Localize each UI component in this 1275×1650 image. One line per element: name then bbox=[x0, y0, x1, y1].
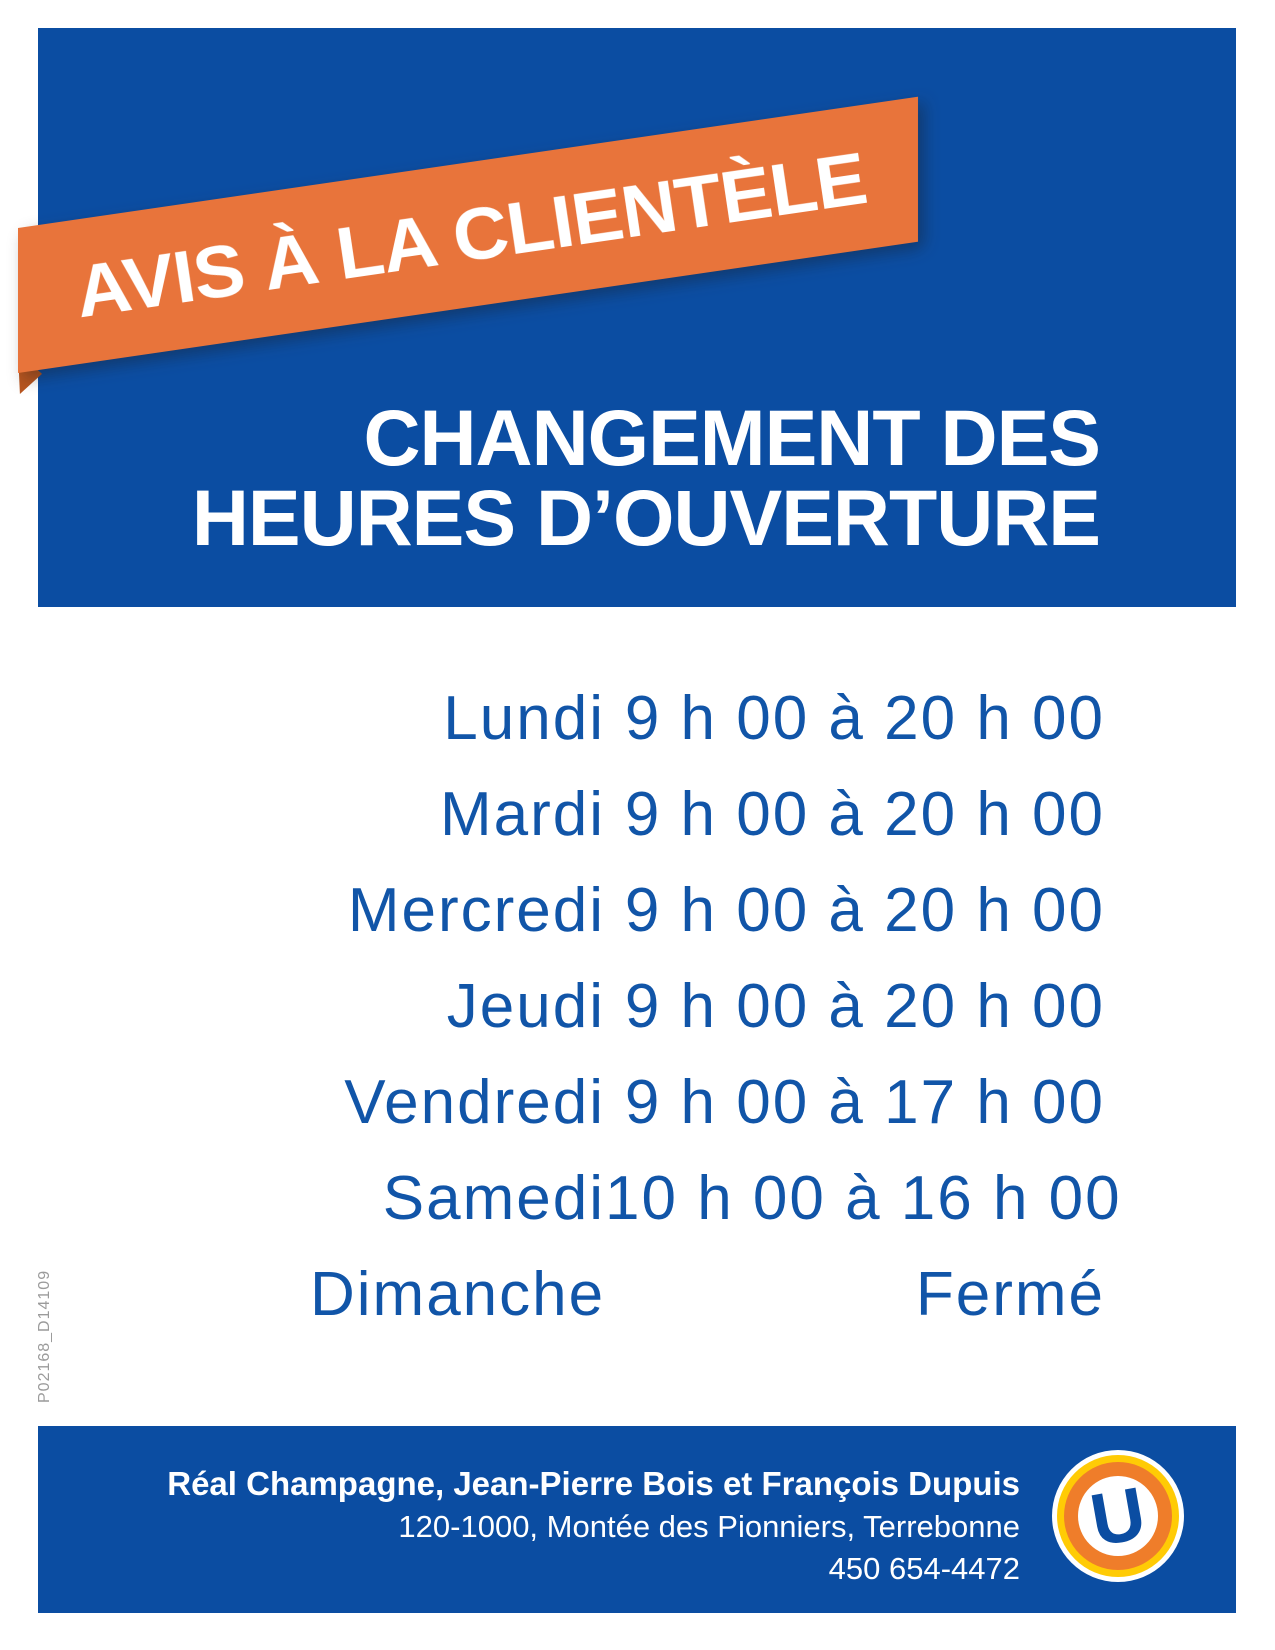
hours-schedule: Lundi 9 h 00 à 20 h 00 Mardi 9 h 00 à 20… bbox=[165, 670, 1120, 1342]
uniprix-logo: U bbox=[1052, 1450, 1184, 1582]
address-line: 120-1000, Montée des Pionniers, Terrebon… bbox=[398, 1509, 1020, 1544]
schedule-row-friday: Vendredi 9 h 00 à 17 h 00 bbox=[165, 1054, 1105, 1150]
poster-title-line-1: CHANGEMENT DES bbox=[363, 393, 1101, 482]
hours-value: Fermé bbox=[915, 1259, 1105, 1329]
hours-value: 9 h 00 à 20 h 00 bbox=[624, 779, 1105, 849]
day-label: Samedi bbox=[382, 1163, 605, 1233]
hours-value: 9 h 00 à 20 h 00 bbox=[624, 971, 1105, 1041]
schedule-row-saturday: Samedi 10 h 00 à 16 h 00 bbox=[165, 1150, 1120, 1246]
side-code: P02168_D14109 bbox=[36, 1269, 53, 1403]
hours-value: 9 h 00 à 20 h 00 bbox=[624, 875, 1105, 945]
day-label: Dimanche bbox=[310, 1259, 606, 1329]
day-label: Mercredi bbox=[347, 875, 605, 945]
day-label: Jeudi bbox=[446, 971, 605, 1041]
schedule-row-sunday: Dimanche Fermé bbox=[165, 1246, 1105, 1342]
poster-title: CHANGEMENT DES HEURES D’OUVERTURE bbox=[191, 393, 1101, 562]
hours-value: 9 h 00 à 20 h 00 bbox=[624, 683, 1105, 753]
schedule-row-monday: Lundi 9 h 00 à 20 h 00 bbox=[165, 670, 1105, 766]
poster-title-line-2: HEURES D’OUVERTURE bbox=[191, 473, 1101, 562]
day-label: Lundi bbox=[443, 683, 605, 753]
day-label: Vendredi bbox=[344, 1067, 605, 1137]
footer-bar: Réal Champagne, Jean-Pierre Bois et Fran… bbox=[38, 1426, 1236, 1613]
hours-value: 9 h 00 à 17 h 00 bbox=[624, 1067, 1105, 1137]
hours-value: 10 h 00 à 16 h 00 bbox=[605, 1163, 1122, 1233]
footer-text-block: Réal Champagne, Jean-Pierre Bois et Fran… bbox=[167, 1462, 1020, 1590]
schedule-row-wednesday: Mercredi 9 h 00 à 20 h 00 bbox=[165, 862, 1105, 958]
schedule-row-tuesday: Mardi 9 h 00 à 20 h 00 bbox=[165, 766, 1105, 862]
schedule-row-thursday: Jeudi 9 h 00 à 20 h 00 bbox=[165, 958, 1105, 1054]
day-label: Mardi bbox=[439, 779, 605, 849]
owners-line: Réal Champagne, Jean-Pierre Bois et Fran… bbox=[167, 1465, 1020, 1502]
phone-line: 450 654-4472 bbox=[828, 1551, 1020, 1586]
